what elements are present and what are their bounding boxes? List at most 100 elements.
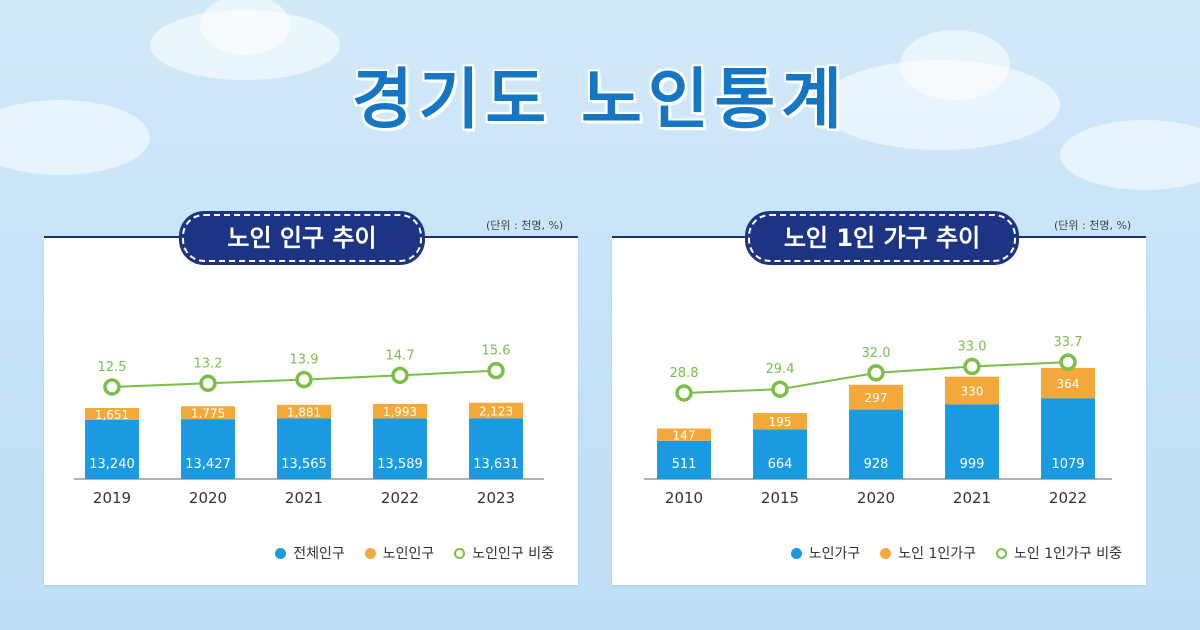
x-tick-label: 2021	[285, 489, 323, 507]
legend-label: 노인가구	[808, 546, 861, 562]
chart-elderly-population: 13,240 1,651 2019 13,427 1,775 2020 13,565 1,88…	[74, 344, 544, 507]
bar-노인가구	[657, 440, 711, 479]
data-label: 13,427	[185, 457, 231, 472]
legend-swatch	[275, 547, 287, 559]
bar-노인가구	[753, 429, 807, 479]
x-tick-label: 2015	[761, 489, 799, 507]
bar-노인 1인가구	[849, 384, 903, 410]
legend-item-elderly-single-ratio: 노인 1인가구 비중	[996, 543, 1122, 563]
data-label: 330	[961, 384, 984, 398]
data-label: 297	[865, 391, 888, 405]
data-label: 13,631	[473, 457, 519, 472]
data-label: 195	[769, 415, 792, 429]
legend-swatch	[880, 547, 892, 559]
data-label: 28.8	[670, 366, 699, 381]
x-tick-label: 2021	[953, 489, 991, 507]
bar-노인 1인가구	[753, 413, 807, 430]
legend-label: 노인 1인가구	[898, 546, 977, 562]
data-label: 15.6	[482, 344, 511, 359]
legend-swatch	[454, 547, 466, 559]
data-label: 13,240	[89, 457, 135, 472]
data-label: 33.7	[1054, 335, 1083, 350]
unit-label: (단위 : 천명, %)	[1054, 219, 1132, 232]
legend-label: 노인인구	[382, 546, 435, 562]
data-label: 364	[1057, 377, 1080, 391]
line-point	[295, 370, 313, 389]
legend-item-elderly-single-households: 노인 1인가구	[880, 543, 976, 563]
bar-노인인구	[181, 406, 235, 420]
x-tick-label: 2022	[1049, 489, 1087, 507]
panel-tag: 노인 인구 추이	[182, 214, 422, 262]
bar-전체인구	[469, 418, 523, 479]
legend-label: 노인인구 비중	[472, 546, 554, 562]
legend-item-elderly-households: 노인가구	[790, 543, 861, 563]
data-label: 13.2	[194, 356, 223, 371]
data-label: 13,565	[281, 457, 327, 472]
line-point	[675, 384, 693, 402]
data-label: 1,775	[191, 407, 225, 421]
data-label: 32.0	[862, 346, 891, 361]
panel-tag: 노인 1인 가구 추이	[748, 214, 1016, 262]
bar-노인가구	[1041, 398, 1095, 479]
legend-item-elderly-ratio: 노인인구 비중	[454, 543, 554, 563]
bar-노인인구	[469, 402, 523, 419]
line-point	[487, 361, 505, 380]
cloud-decoration	[1060, 120, 1200, 190]
bar-노인인구	[277, 404, 331, 419]
legend-swatch	[364, 547, 376, 559]
data-label: 13.9	[290, 353, 319, 368]
line-point	[963, 357, 981, 376]
data-label: 29.4	[766, 362, 795, 377]
x-tick-label: 2010	[665, 489, 703, 507]
legend: 노인가구 노인 1인가구 노인 1인가구 비중	[771, 543, 1122, 563]
data-label: 147	[673, 429, 696, 443]
x-tick-label: 2023	[477, 489, 515, 507]
data-label: 1079	[1051, 457, 1084, 472]
legend-item-elderly-population: 노인인구	[364, 543, 435, 563]
bar-노인 1인가구	[945, 376, 999, 405]
bar-노인인구	[373, 403, 427, 419]
legend: 전체인구 노인인구 노인인구 비중	[255, 543, 554, 563]
bar-노인가구	[945, 404, 999, 479]
data-label: 14.7	[386, 348, 415, 363]
x-tick-label: 2022	[381, 489, 419, 507]
page-title: 경기도 노인통계	[351, 61, 849, 138]
data-label: 33.0	[958, 340, 987, 355]
data-label: 1,881	[287, 406, 321, 420]
legend-label: 노인 1인가구 비중	[1014, 546, 1122, 562]
cloud-decoration	[900, 30, 1010, 100]
bar-노인 1인가구	[657, 428, 711, 441]
bar-전체인구	[277, 418, 331, 479]
line-point	[199, 374, 217, 393]
data-label: 12.5	[98, 360, 127, 375]
data-label: 664	[768, 457, 793, 472]
data-label: 2,123	[479, 404, 513, 418]
data-label: 1,993	[383, 405, 417, 419]
bar-노인가구	[849, 409, 903, 479]
bar-전체인구	[181, 419, 235, 479]
data-label: 511	[672, 457, 697, 472]
line-point	[103, 378, 121, 396]
x-tick-label: 2020	[189, 489, 227, 507]
line-point	[867, 364, 885, 382]
data-label: 13,589	[377, 457, 423, 472]
data-label: 928	[864, 457, 889, 472]
line-point	[391, 366, 409, 385]
data-label: 999	[960, 457, 985, 472]
legend-item-total-population: 전체인구	[275, 543, 345, 563]
bar-전체인구	[85, 419, 139, 479]
line-point	[1059, 353, 1077, 371]
chart-elderly-single-households: 511 147 2010 664 195 2015 928 297 2020 999 330 2021…	[644, 335, 1112, 507]
x-tick-label: 2019	[93, 489, 131, 507]
legend-swatch	[790, 547, 802, 559]
bar-노인 1인가구	[1041, 367, 1095, 399]
legend-label: 전체인구	[293, 546, 345, 562]
cloud-decoration	[200, 0, 290, 55]
data-label: 1,651	[95, 408, 129, 422]
cloud-decoration	[0, 100, 150, 175]
unit-label: (단위 : 천명, %)	[486, 219, 564, 232]
x-tick-label: 2020	[857, 489, 895, 507]
bar-노인인구	[85, 407, 139, 420]
line-point	[771, 380, 789, 398]
legend-swatch	[996, 547, 1008, 559]
